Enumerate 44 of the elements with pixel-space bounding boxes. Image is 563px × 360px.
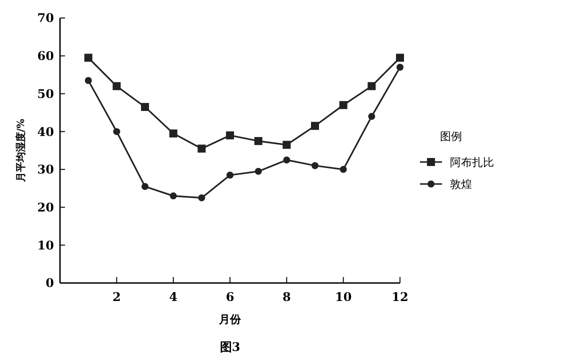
point bbox=[84, 54, 92, 62]
point bbox=[368, 82, 376, 90]
point bbox=[282, 140, 291, 149]
point bbox=[339, 101, 348, 110]
point bbox=[254, 137, 262, 146]
y-tick-label: 50 bbox=[37, 86, 54, 101]
y-tick-label: 70 bbox=[37, 11, 54, 26]
point bbox=[198, 194, 206, 202]
x-tick-label: 8 bbox=[282, 290, 291, 304]
point bbox=[141, 102, 149, 111]
point bbox=[368, 112, 376, 120]
point bbox=[142, 182, 148, 190]
y-tick-label: 0 bbox=[46, 276, 54, 290]
caption: 图3 bbox=[220, 340, 240, 354]
point bbox=[254, 168, 262, 175]
point bbox=[84, 76, 92, 84]
x-tick-label: 2 bbox=[112, 290, 121, 304]
y-tick-label: 30 bbox=[37, 162, 54, 177]
point bbox=[198, 144, 206, 153]
point bbox=[113, 128, 120, 136]
point bbox=[396, 54, 404, 62]
point bbox=[311, 122, 319, 130]
point bbox=[340, 166, 347, 173]
x-axis-title: 月份 bbox=[218, 313, 242, 326]
point bbox=[283, 156, 290, 164]
x-tick-label: 12 bbox=[392, 290, 408, 304]
y-tick-label: 60 bbox=[37, 49, 54, 64]
y-tick-label: 20 bbox=[37, 200, 54, 214]
legend-label: 敦煌 bbox=[450, 178, 472, 191]
legend-title: 图例 bbox=[440, 130, 462, 143]
y-axis-title: 月平均湿度/% bbox=[15, 118, 27, 184]
point bbox=[396, 64, 404, 71]
point bbox=[169, 129, 178, 138]
legend-label: 阿布扎比 bbox=[450, 156, 494, 169]
point bbox=[312, 162, 318, 170]
point bbox=[226, 131, 234, 140]
point bbox=[170, 192, 177, 200]
y-tick-label: 10 bbox=[37, 238, 54, 252]
y-tick-label: 40 bbox=[37, 124, 54, 139]
x-tick-label: 4 bbox=[169, 290, 178, 304]
x-tick-label: 6 bbox=[226, 290, 234, 304]
point bbox=[112, 82, 121, 90]
x-tick-label: 10 bbox=[334, 290, 352, 304]
point bbox=[226, 172, 234, 179]
